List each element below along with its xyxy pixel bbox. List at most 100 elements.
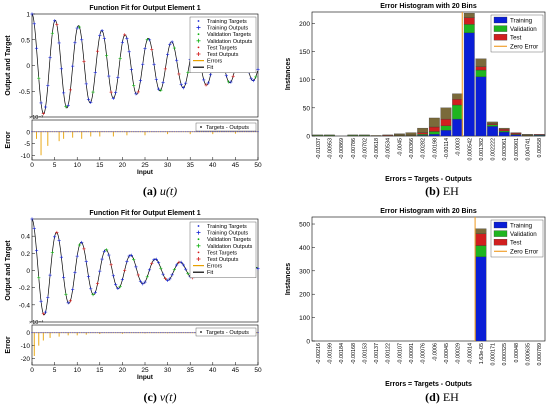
histogram-bar [440,125,452,131]
histogram-bars [475,228,487,342]
histogram-category-label: -0.00137 [374,343,380,364]
histogram-category-label: -0.00702 [362,138,368,159]
error-scale-label: ×10⁻⁴ [29,319,44,326]
x-tick-label: 45 [232,367,240,374]
histogram-category-label: 0.000325 [502,343,508,365]
histogram-bar [522,134,533,136]
error-legend-box [195,122,257,132]
histogram-category-label: -0.00076 [421,343,427,364]
x-tick-label: 10 [74,162,82,169]
histogram-category-label: -0.00198 [432,138,438,159]
legend-swatch [197,225,200,227]
histogram-category-label: -0.00107 [397,343,403,364]
y-axis-label: Output and Target [5,240,12,301]
error-y-tick-label: -5 [24,141,30,148]
legend-swatch [197,251,200,254]
histogram-bar [463,32,475,137]
histogram-legend-entry: Zero Error [510,248,538,255]
histogram-bar [475,69,487,77]
x-tick-label: 0 [30,367,34,374]
histogram-legend-swatch [493,34,508,41]
histogram-category-label: 0.000171 [491,343,497,365]
chart-title: Function Fit for Output Element 1 [89,210,200,217]
histogram-bar [487,126,498,137]
histogram-title: Error Histogram with 20 Bins [380,208,477,215]
legend-entry: Training Targets [207,19,247,25]
x-tick-label: 25 [141,367,149,374]
x-axis-label: Input [137,169,154,176]
x-tick-label: 45 [232,162,240,169]
histogram-bar [475,228,487,234]
histogram-category-label: -0.00029 [456,343,462,364]
x-tick-label: 50 [254,367,262,374]
histogram-legend-swatch [493,25,508,32]
histogram-title: Error Histogram with 20 Bins [380,3,477,10]
histogram-y-tick-label: 500 [299,222,310,229]
histogram-category-label: 0.000635 [526,343,532,365]
error-scale-label: ×10⁻³ [29,115,43,121]
histogram-y-tick-label: 200 [299,292,310,299]
y-tick-label: 0.4 [21,234,30,241]
histogram-category-label: 0.000789 [537,343,543,365]
histogram-y-tick-label: 400 [299,245,310,252]
histogram-bar [475,66,487,71]
legend-entry: Test Outputs [207,257,239,263]
x-tick-label: 20 [119,367,127,374]
legend-entry: Validation Targets [207,237,251,243]
histogram-bar [417,127,429,133]
fit-chart-fit_v: Function Fit for Output Element 1 Output … [5,210,262,381]
error-legend-entry: Targets - Outputs [206,125,249,131]
error-y-tick-label: -10 [21,153,31,160]
histogram-y-tick-label: 150 [299,49,310,56]
legend-swatch [197,238,200,241]
error-spikes [31,131,259,156]
histogram-bar [428,117,440,128]
histogram-bar [312,134,324,136]
histogram-category-label: -0.00153 [362,343,368,364]
histogram-bars [312,12,545,137]
histogram-legend-entry: Test [510,240,522,247]
histogram-category-label: 0.004741 [526,138,532,160]
histogram-bar [428,131,440,135]
histogram-category-label: -0.00282 [421,138,427,159]
histogram-bar [510,132,522,134]
histogram-hist_u: Error Histogram with 20 Bins Instances 0 50… [285,3,546,183]
histogram-bar [463,17,475,25]
histogram-bar [405,132,417,136]
histogram-legend-swatch [493,230,508,237]
x-tick-label: 50 [254,162,262,169]
x-tick-label: 5 [53,162,57,169]
x-tick-label: 15 [96,162,104,169]
histogram-category-label: -0.00122 [386,343,392,364]
histogram-bar [498,131,510,137]
histogram-bar [370,135,382,137]
histogram-bar [475,76,487,137]
histogram-category-label: -0.01037 [316,138,322,159]
error-legend-box [195,327,257,337]
x-tick-label: 5 [53,367,57,374]
legend-entry: Test Targets [207,45,237,51]
histogram-bar [487,124,498,127]
legend-box [189,221,257,278]
legend-entry: Errors [207,59,222,65]
y-tick-label: -0.2 [19,285,31,292]
legend-entry: Fit [207,65,214,71]
histogram-category-label: -0.0045 [397,138,403,156]
error-y-tick-label: 0 [26,129,30,136]
histogram-category-label: 0.001382 [479,138,485,160]
x-tick-label: 0 [30,162,34,169]
histogram-category-label: -0.00534 [386,138,392,159]
histogram-bar [452,99,463,106]
histogram-bar [498,129,510,132]
histogram-y-tick-label: 0 [306,339,310,346]
legend-entry: Validation Outputs [207,39,252,45]
histogram-category-label: -0.00786 [351,138,357,159]
legend-entry: Validation Outputs [207,244,252,250]
histogram-bar [428,126,440,132]
legend-entry: Errors [207,264,222,270]
histogram-bar [498,130,510,133]
histogram-category-label: 0.000542 [467,138,473,160]
histogram-category-label: 0.002222 [491,138,497,160]
